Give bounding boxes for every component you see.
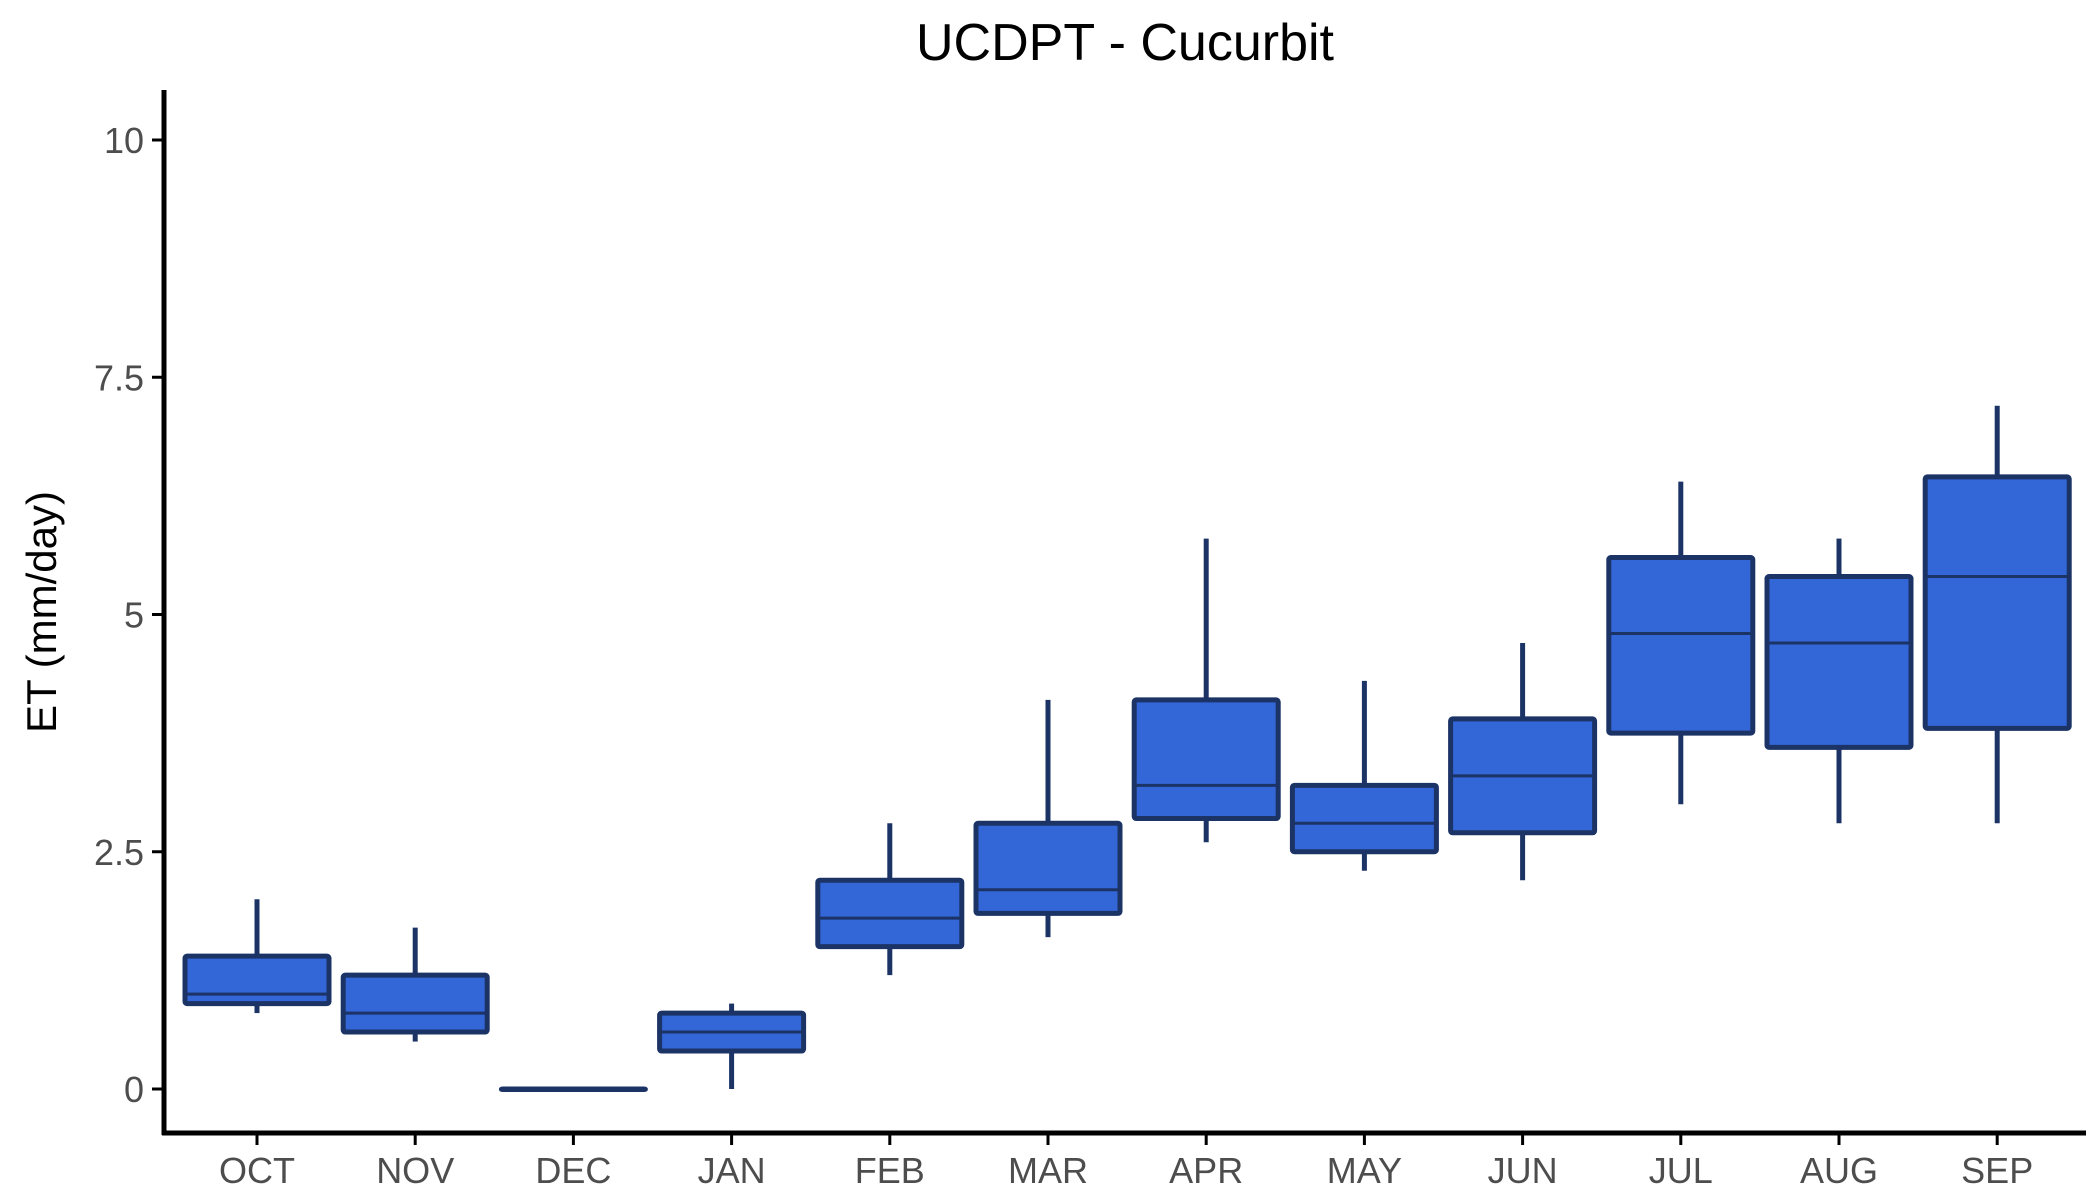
x-tick-label: FEB: [855, 1150, 925, 1191]
chart-title: UCDPT - Cucurbit: [916, 14, 1335, 72]
y-axis-label: ET (mm/day): [18, 491, 65, 733]
box-iqr: [1131, 697, 1281, 822]
box-iqr: [1289, 782, 1439, 855]
x-tick-label: SEP: [1961, 1150, 2033, 1191]
x-tick-label: JAN: [698, 1150, 766, 1191]
box-iqr: [1606, 555, 1756, 736]
x-tick-label: DEC: [535, 1150, 611, 1191]
box-iqr: [973, 820, 1123, 916]
x-tick-label: JUL: [1649, 1150, 1713, 1191]
x-tick-label: JUN: [1488, 1150, 1558, 1191]
box-iqr: [182, 953, 332, 1007]
x-tick-label: OCT: [219, 1150, 295, 1191]
x-tick-label: AUG: [1800, 1150, 1878, 1191]
x-tick-label: NOV: [376, 1150, 454, 1191]
y-tick-label: 7.5: [94, 357, 144, 398]
box-iqr: [1764, 574, 1914, 750]
x-tick-label: APR: [1169, 1150, 1243, 1191]
box-iqr: [1922, 474, 2072, 731]
y-tick-label: 2.5: [94, 832, 144, 873]
y-tick-label: 0: [124, 1069, 144, 1110]
box-iqr: [815, 877, 965, 950]
y-tick-label: 10: [104, 120, 144, 161]
y-tick-label: 5: [124, 595, 144, 636]
x-tick-label: MAY: [1327, 1150, 1402, 1191]
box-iqr: [340, 972, 490, 1035]
plot-area: 0 2.5 5 7.5 10 OCT NOV DEC JAN FEB MAR APR MAY JUN JUL…: [94, 90, 2086, 1191]
x-tick-label: MAR: [1008, 1150, 1088, 1191]
